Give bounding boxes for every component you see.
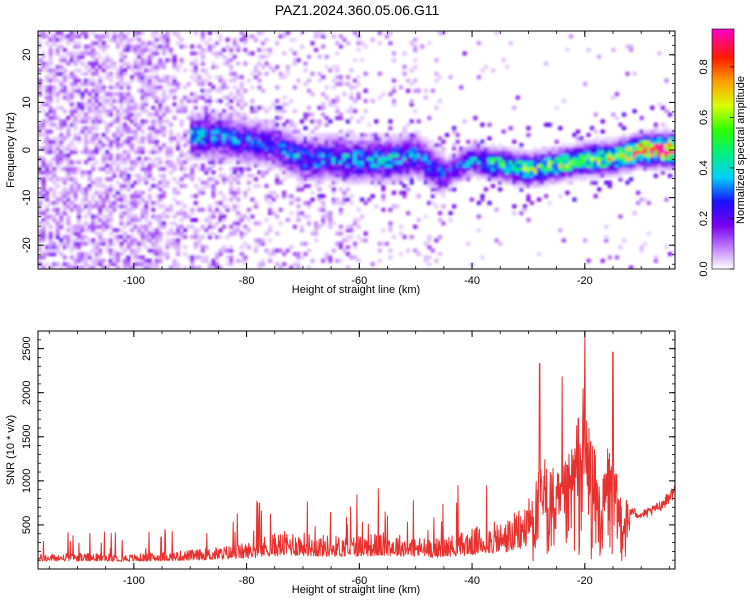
x-tick-label: -40	[464, 275, 480, 287]
colorbar: 0.0 0.2 0.4 0.6 0.8 Normalized spectral ampl…	[698, 28, 747, 277]
bottom-plot-frame	[37, 330, 676, 570]
colorbar-tick-label: 0.6	[698, 110, 710, 125]
snr-series-line	[38, 331, 675, 562]
x-tick-label: -80	[239, 275, 255, 287]
y-tick-label: 0	[21, 147, 33, 153]
bottom-y-axis-label: SNR (10 * v/v)	[5, 415, 17, 485]
x-tick-label: -20	[577, 575, 593, 587]
x-tick-label: -60	[351, 575, 367, 587]
spectrogram-cells	[38, 31, 675, 269]
x-tick-label: -40	[464, 575, 480, 587]
bottom-x-axis-ticks: -100 -80 -60 -40 -20	[48, 331, 670, 587]
y-tick-label: 500	[21, 516, 33, 534]
x-tick-label: -20	[577, 275, 593, 287]
colorbar-tick-label: 0.4	[698, 160, 710, 175]
y-tick-label: 2000	[21, 380, 33, 404]
colorbar-tick-label: 0.2	[698, 211, 710, 226]
figure-title: PAZ1.2024.360.05.06.G11	[275, 2, 440, 18]
y-tick-label: 2500	[21, 336, 33, 360]
colorbar-gradient	[712, 29, 734, 269]
colorbar-ticks: 0.0 0.2 0.4 0.6 0.8	[698, 59, 734, 277]
x-tick-label: -80	[239, 575, 255, 587]
top-y-axis-label: Frequency (Hz)	[5, 112, 17, 188]
top-plot-frame	[37, 30, 676, 270]
colorbar-tick-label: 0.8	[698, 59, 710, 74]
y-tick-label: 10	[21, 96, 33, 108]
x-tick-label: -60	[351, 275, 367, 287]
bottom-x-axis-label: Height of straight line (km)	[292, 584, 420, 596]
y-tick-label: 1000	[21, 469, 33, 493]
y-tick-label: -10	[21, 190, 33, 206]
y-tick-label: 1500	[21, 425, 33, 449]
colorbar-label: Normalized spectral amplitude	[735, 76, 747, 224]
snr-panel: -100 -80 -60 -40 -20 500 1000 1500 2000 2500 Hei…	[5, 330, 676, 596]
x-tick-label: -100	[123, 575, 145, 587]
x-tick-label: -100	[123, 275, 145, 287]
y-tick-label: -20	[21, 237, 33, 253]
top-x-axis-label: Height of straight line (km)	[292, 284, 420, 296]
bottom-y-axis-ticks: 500 1000 1500 2000 2500	[21, 330, 675, 570]
colorbar-tick-label: 0.0	[698, 261, 710, 276]
y-tick-label: 20	[21, 49, 33, 61]
